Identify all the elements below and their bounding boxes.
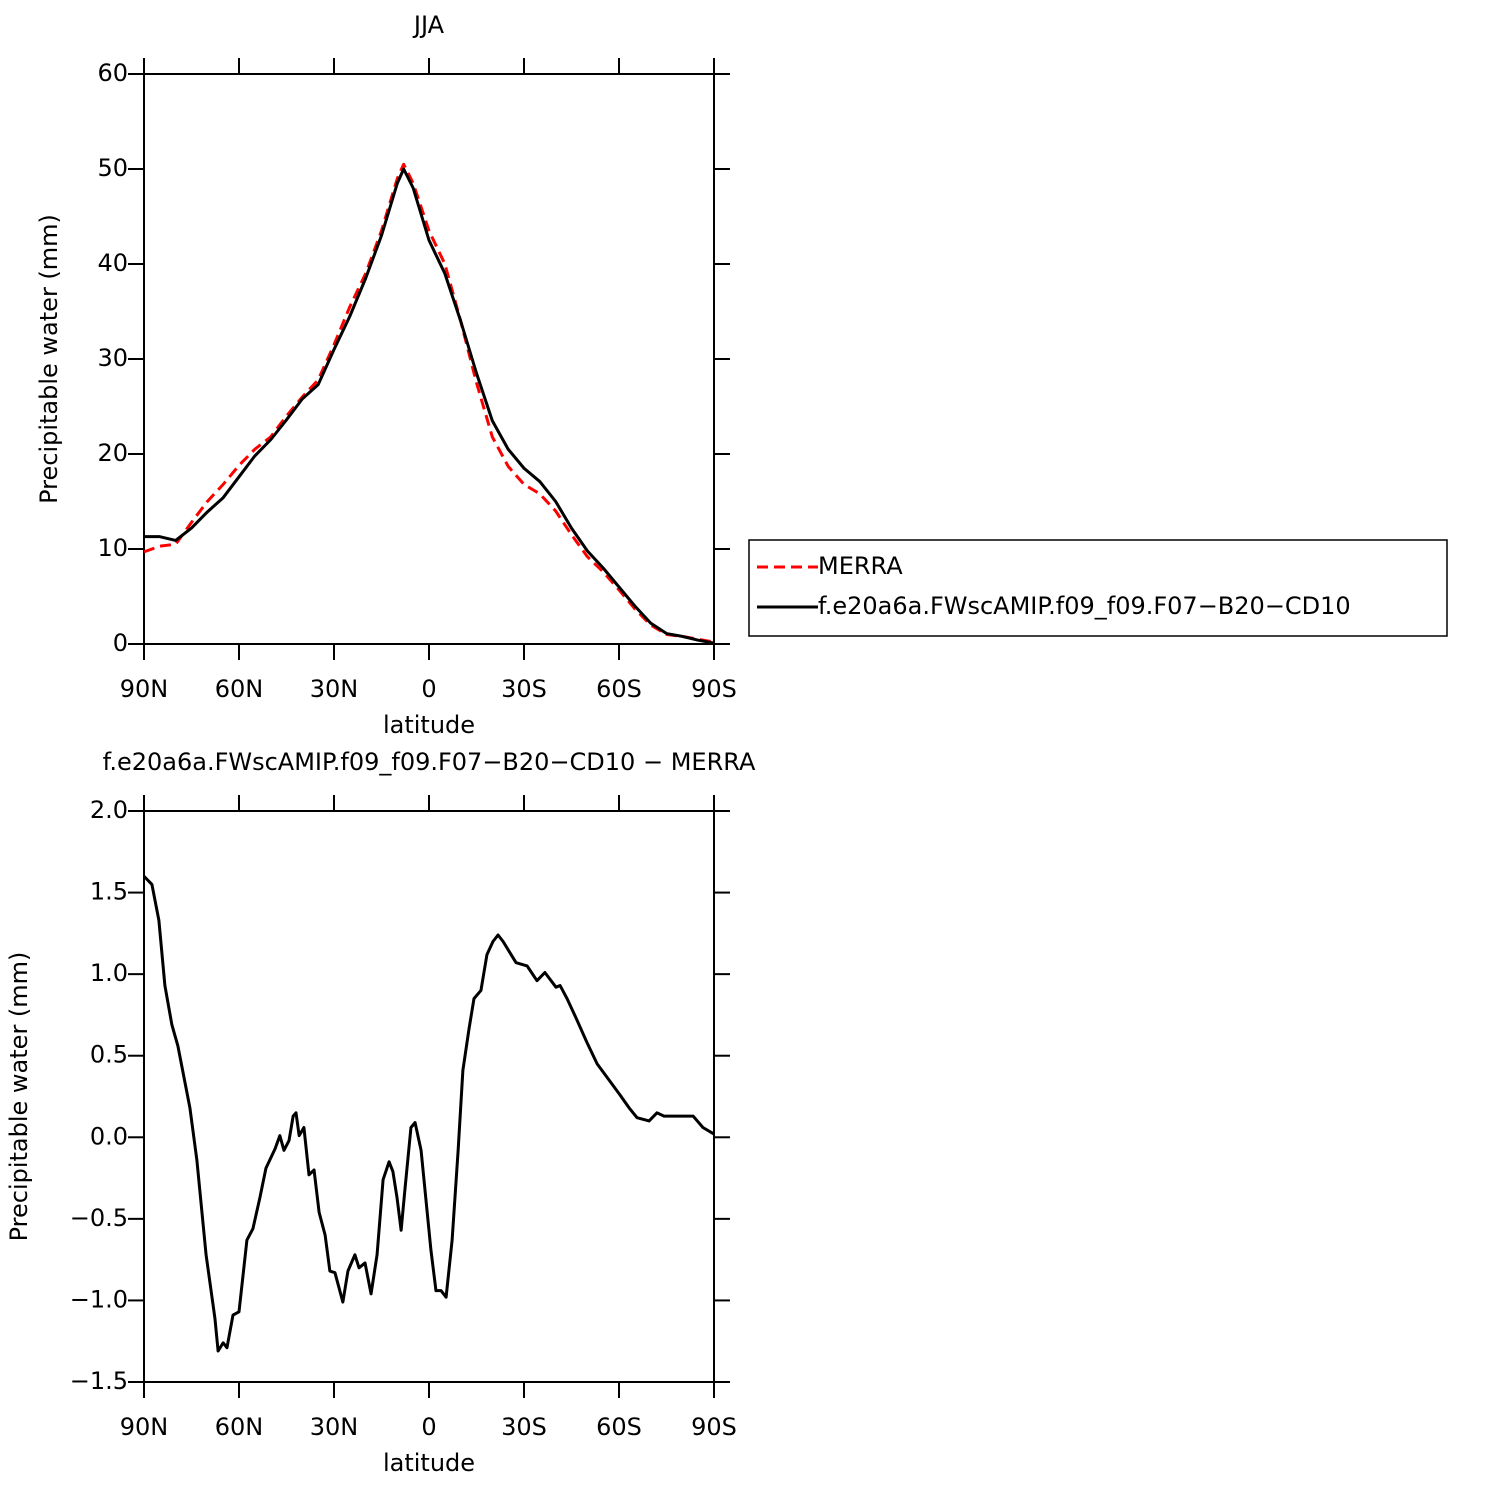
y-tick-label: 30 xyxy=(97,344,128,372)
y-tick-label: −0.5 xyxy=(70,1204,128,1232)
data-line xyxy=(144,167,715,645)
x-tick-label: 90N xyxy=(120,1413,169,1441)
x-axis-label: latitude xyxy=(383,711,475,739)
y-tick-label: 0.5 xyxy=(90,1041,128,1069)
y-tick-label: 10 xyxy=(97,534,128,562)
legend-label: MERRA xyxy=(818,552,903,580)
x-tick-label: 90N xyxy=(120,675,169,703)
y-axis-label: Precipitable water (mm) xyxy=(35,214,63,504)
y-tick-label: 20 xyxy=(97,439,128,467)
x-tick-label: 0 xyxy=(421,1413,436,1441)
y-tick-label: 50 xyxy=(97,154,128,182)
x-tick-label: 0 xyxy=(421,675,436,703)
plot-frame xyxy=(143,73,715,645)
legend-box xyxy=(748,539,1448,637)
x-tick-label: 60S xyxy=(596,1413,642,1441)
y-tick-label: 40 xyxy=(97,249,128,277)
y-tick-label: 0 xyxy=(113,629,128,657)
chart-title: f.e20a6a.FWscAMIP.f09_f09.F07−B20−CD10 −… xyxy=(103,748,756,776)
x-axis-label: latitude xyxy=(383,1449,475,1477)
x-tick-label: 30N xyxy=(310,675,359,703)
x-tick-label: 90S xyxy=(691,1413,737,1441)
data-line xyxy=(142,875,715,1353)
y-tick-label: 0.0 xyxy=(90,1122,128,1150)
y-tick-label: 60 xyxy=(97,59,128,87)
x-tick-label: 60N xyxy=(215,675,264,703)
y-axis-label: Precipitable water (mm) xyxy=(5,952,33,1242)
plot-frame xyxy=(143,810,715,1383)
data-line xyxy=(143,162,715,644)
y-tick-label: 2.0 xyxy=(90,796,128,824)
y-tick-label: 1.5 xyxy=(90,878,128,906)
legend-label: f.e20a6a.FWscAMIP.f09_f09.F07−B20−CD10 xyxy=(818,592,1351,620)
y-tick-label: 1.0 xyxy=(90,959,128,987)
x-tick-label: 30N xyxy=(310,1413,359,1441)
y-tick-label: −1.0 xyxy=(70,1285,128,1313)
x-tick-label: 30S xyxy=(501,675,547,703)
chart-title: JJA xyxy=(412,11,445,39)
legend: MERRA f.e20a6a.FWscAMIP.f09_f09.F07−B20−C… xyxy=(748,539,1448,637)
x-tick-label: 30S xyxy=(501,1413,547,1441)
x-tick-label: 90S xyxy=(691,675,737,703)
x-tick-label: 60S xyxy=(596,675,642,703)
x-tick-label: 60N xyxy=(215,1413,264,1441)
y-tick-label: −1.5 xyxy=(70,1367,128,1395)
